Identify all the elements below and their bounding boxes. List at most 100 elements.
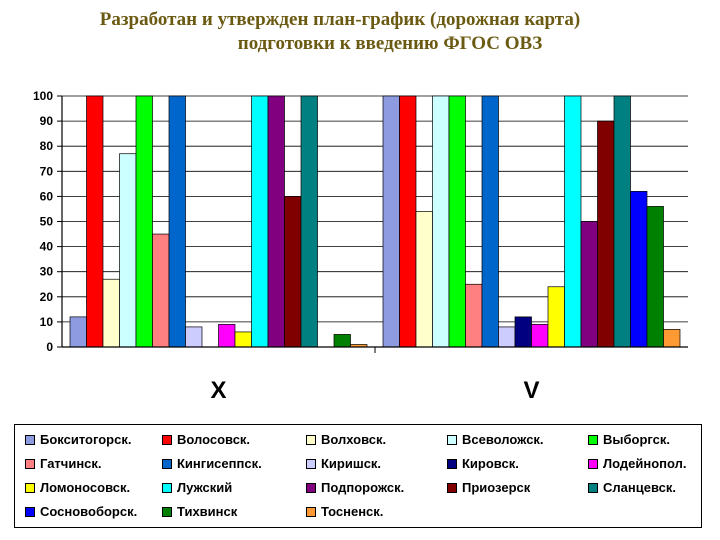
x-category-label: X [210, 377, 226, 404]
bar [399, 95, 417, 348]
y-tick-label: 30 [40, 265, 54, 279]
legend-label: Кировск. [462, 456, 519, 471]
legend-swatch [25, 458, 35, 469]
bar [630, 191, 648, 348]
legend-swatch [306, 434, 316, 445]
bar [168, 95, 186, 348]
legend-item: Волосовск. [162, 432, 250, 447]
legend-label: Тосненск. [321, 504, 384, 519]
chart-legend: Бокситогорск. Волосовск. Волховск. Всеволож… [14, 424, 702, 528]
legend-item: Гатчинск. [25, 456, 102, 471]
y-tick-label: 10 [40, 315, 54, 329]
legend-item: Подпорожск. [306, 480, 404, 495]
legend-swatch [588, 482, 598, 493]
legend-swatch [162, 434, 172, 445]
legend-item: Сосновоборск. [25, 504, 137, 519]
legend-label: Ломоносовск. [40, 480, 131, 495]
bar [119, 153, 137, 348]
legend-swatch [162, 506, 172, 517]
legend-label: Волховск. [321, 432, 387, 447]
bar [580, 221, 598, 348]
y-tick-label: 80 [40, 139, 54, 153]
legend-swatch [447, 458, 457, 469]
legend-item: Кировск. [447, 456, 519, 471]
legend-swatch [588, 458, 598, 469]
legend-swatch [25, 482, 35, 493]
legend-label: Кингисеппск. [177, 456, 262, 471]
legend-swatch [447, 434, 457, 445]
legend-label: Лодейнопол. [603, 456, 687, 471]
bar [448, 95, 466, 348]
bar [135, 95, 153, 348]
bar [102, 278, 120, 348]
y-tick-label: 70 [40, 164, 54, 178]
y-tick-label: 40 [40, 240, 54, 254]
legend-item: Киришск. [306, 456, 381, 471]
legend-label: Тихвинск [177, 504, 238, 519]
bar [432, 95, 450, 348]
y-tick-label: 90 [40, 114, 54, 128]
bar [465, 283, 483, 348]
legend-swatch [447, 482, 457, 493]
legend-label: Лужский [177, 480, 233, 495]
bar [382, 95, 400, 348]
legend-label: Сланцевск. [603, 480, 676, 495]
bar [597, 120, 615, 348]
bar [663, 329, 681, 348]
bar [646, 206, 664, 348]
bar [415, 211, 433, 348]
legend-item: Сланцевск. [588, 480, 676, 495]
bar [481, 95, 499, 348]
bar [86, 95, 104, 348]
chart-title: Разработан и утвержден план-график (доро… [0, 8, 720, 56]
title-line-1: Разработан и утвержден план-график (доро… [99, 9, 581, 30]
legend-swatch [162, 482, 172, 493]
y-tick-label: 50 [40, 215, 54, 229]
legend-item: Выборгск. [588, 432, 670, 447]
bar [613, 95, 631, 348]
legend-swatch [306, 458, 316, 469]
bar [218, 324, 236, 348]
legend-swatch [306, 482, 316, 493]
legend-label: Всеволожск. [462, 432, 544, 447]
bar [69, 316, 87, 348]
title-line-2: подготовки к введению ФГОС ОВЗ [237, 33, 543, 54]
bar [234, 331, 252, 348]
y-tick-label: 20 [40, 290, 54, 304]
bar [514, 316, 532, 348]
legend-swatch [25, 506, 35, 517]
legend-label: Приозерск [462, 480, 531, 495]
bar [547, 286, 565, 348]
legend-label: Гатчинск. [40, 456, 102, 471]
legend-item: Тихвинск [162, 504, 237, 519]
bar [564, 95, 582, 348]
legend-item: Тосненск. [306, 504, 383, 519]
legend-label: Сосновоборск. [40, 504, 138, 519]
legend-label: Подпорожск. [321, 480, 405, 495]
legend-swatch [588, 434, 598, 445]
legend-label: Киришск. [321, 456, 382, 471]
bar [333, 334, 351, 348]
bar [284, 196, 302, 348]
bar [300, 95, 318, 348]
legend-swatch [162, 458, 172, 469]
legend-label: Волосовск. [177, 432, 251, 447]
bar [531, 324, 549, 348]
y-tick-label: 60 [40, 189, 54, 203]
bar [267, 95, 285, 348]
legend-item: Бокситогорск. [25, 432, 131, 447]
legend-label: Выборгск. [603, 432, 670, 447]
legend-item: Приозерск [447, 480, 530, 495]
y-tick-label: 0 [46, 340, 53, 354]
y-tick-label: 100 [33, 89, 53, 103]
bar [498, 326, 516, 348]
bar [251, 95, 269, 348]
bar [152, 233, 170, 348]
legend-label: Бокситогорск. [40, 432, 132, 447]
legend-item: Всеволожск. [447, 432, 544, 447]
bar [185, 326, 203, 348]
bar-chart: 0 10 20 30 40 50 60 70 80 90 100 X V [33, 89, 688, 404]
legend-swatch [306, 506, 316, 517]
legend-swatch [25, 434, 35, 445]
legend-item: Лужский [162, 480, 232, 495]
